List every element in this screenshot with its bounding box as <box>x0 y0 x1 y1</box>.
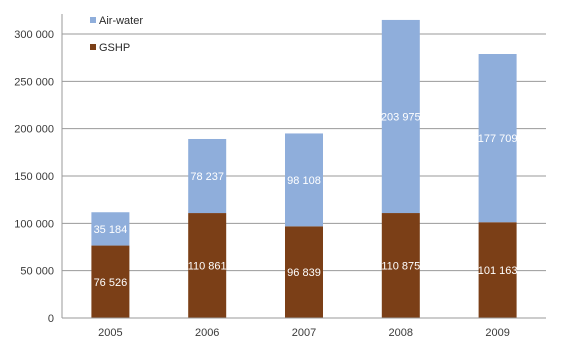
air-water-value-label: 177 709 <box>478 133 518 145</box>
legend: Air-water GSHP <box>90 15 143 54</box>
bar-gshp-2008 <box>381 213 420 318</box>
bar-value-labels: 76 526 35 184 110 861 78 237 96 839 98 108 110… <box>94 111 518 288</box>
x-tick-label: 2007 <box>292 327 316 339</box>
y-tick-label: 100 000 <box>14 218 54 230</box>
bar-air-water-2006 <box>188 138 227 214</box>
y-tick-label: 0 <box>48 313 54 325</box>
bars <box>91 19 517 318</box>
x-tick-label: 2009 <box>485 327 509 339</box>
y-tick-label: 150 000 <box>14 171 54 183</box>
legend-label-gshp: GSHP <box>99 42 130 54</box>
gshp-value-label: 110 861 <box>188 261 227 273</box>
gshp-value-label: 110 875 <box>381 261 420 273</box>
x-tick-label: 2005 <box>98 327 122 339</box>
bar-gshp-2005 <box>91 245 130 318</box>
air-water-value-label: 98 108 <box>287 175 321 187</box>
x-tick-label: 2006 <box>195 327 219 339</box>
gshp-value-label: 96 839 <box>287 267 321 279</box>
bar-gshp-2006 <box>188 213 227 318</box>
bar-gshp-2007 <box>285 226 323 318</box>
y-tick-label: 250 000 <box>14 76 54 88</box>
x-tick-label: 2008 <box>389 327 413 339</box>
bar-gshp-2009 <box>478 222 517 318</box>
air-water-value-label: 78 237 <box>190 171 224 183</box>
air-water-value-label: 35 184 <box>94 224 128 236</box>
y-tick-label: 300 000 <box>14 29 54 41</box>
y-tick-label: 200 000 <box>14 124 54 136</box>
legend-swatch-air-water <box>90 17 96 23</box>
bar-air-water-2009 <box>478 54 517 223</box>
gshp-value-label: 76 526 <box>94 277 128 289</box>
legend-label-air-water: Air-water <box>99 15 143 27</box>
bar-air-water-2007 <box>285 133 323 227</box>
axes: 0 50 000 100 000 150 000 200 000 250 000 300 0… <box>14 14 546 339</box>
legend-swatch-gshp <box>90 44 96 50</box>
y-tick-label: 50 000 <box>20 266 54 278</box>
air-water-value-label: 203 975 <box>381 111 421 123</box>
bar-air-water-2008 <box>381 19 420 214</box>
bar-air-water-2005 <box>91 212 130 246</box>
gshp-value-label: 101 163 <box>478 265 518 277</box>
